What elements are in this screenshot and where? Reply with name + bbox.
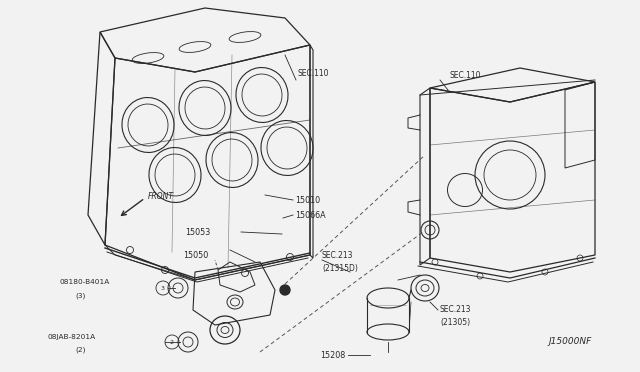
Text: 2: 2 <box>170 340 174 344</box>
Text: SEC.110: SEC.110 <box>298 69 330 78</box>
Text: 3: 3 <box>161 285 165 291</box>
Text: 08180-B401A: 08180-B401A <box>60 279 110 285</box>
Text: 15066A: 15066A <box>295 211 326 219</box>
Text: SEC.213: SEC.213 <box>322 250 353 260</box>
Text: FRONT: FRONT <box>148 192 174 201</box>
Text: J15000NF: J15000NF <box>548 337 591 346</box>
Text: 15208: 15208 <box>320 350 345 359</box>
Text: SEC.213: SEC.213 <box>440 305 472 314</box>
Text: 15050: 15050 <box>183 250 208 260</box>
Text: SEC.110: SEC.110 <box>450 71 481 80</box>
Text: 15053: 15053 <box>185 228 210 237</box>
Circle shape <box>280 285 290 295</box>
Text: (2): (2) <box>75 347 86 353</box>
Text: (21305): (21305) <box>440 317 470 327</box>
Text: (21315D): (21315D) <box>322 263 358 273</box>
Text: (3): (3) <box>75 293 85 299</box>
Text: 15010: 15010 <box>295 196 320 205</box>
Text: 08JAB-8201A: 08JAB-8201A <box>48 334 96 340</box>
